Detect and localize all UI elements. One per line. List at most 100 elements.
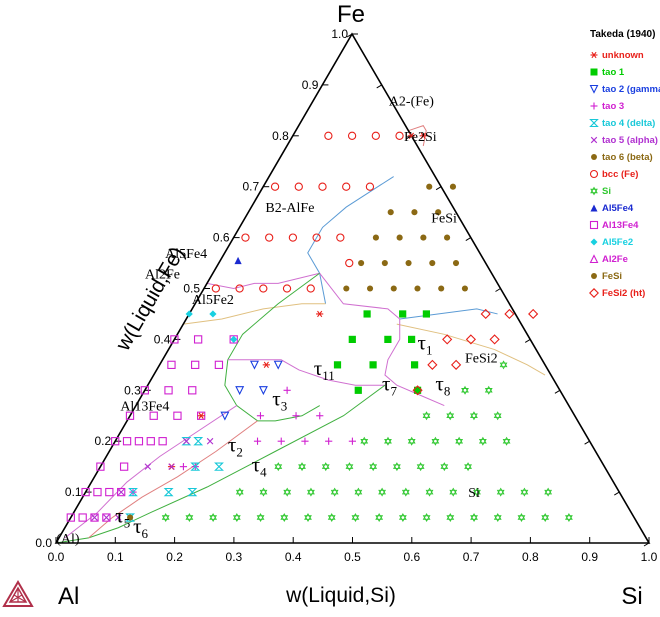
region-label: A2-(Fe) (389, 94, 434, 109)
bottom-tick-label: 1.0 (641, 550, 658, 564)
data-point (93, 487, 102, 497)
data-point (446, 513, 455, 523)
bottom-tick-label: 0.5 (344, 550, 361, 564)
left-tick-label: 0.4 (154, 332, 171, 346)
legend-item-label: unknown (602, 50, 644, 61)
data-point (517, 513, 526, 523)
region-label: Al5Fe4 (165, 247, 207, 262)
data-point (325, 437, 333, 445)
data-point (306, 284, 315, 293)
tau-label: τ3 (272, 387, 287, 414)
phase-boundary-line (183, 303, 326, 325)
bottom-tick-label: 0.9 (581, 550, 598, 564)
data-point (470, 411, 478, 421)
left-tick-label: 0.0 (35, 536, 52, 550)
tau-label: τ5 (115, 504, 130, 531)
data-point (111, 437, 120, 446)
data-point (214, 360, 224, 369)
data-point (444, 234, 451, 241)
bottom-tick-label: 0.7 (463, 550, 480, 564)
data-point (274, 462, 283, 472)
data-point (414, 285, 421, 292)
data-point (565, 513, 573, 523)
legend-item-label: Al5Fe4 (602, 203, 634, 214)
tau-label: τ8 (435, 371, 450, 398)
data-point (342, 182, 351, 191)
right-tick (465, 237, 472, 242)
phase-boundary-line (206, 272, 320, 290)
apex-label-si: Si (621, 583, 642, 610)
data-point (258, 386, 268, 396)
data-point (438, 285, 445, 292)
bottom-tick-label: 0.1 (107, 550, 124, 564)
data-point (304, 513, 312, 523)
data-point (158, 437, 167, 446)
data-point (183, 437, 190, 445)
legend-item-label: tao 4 (delta) (602, 118, 655, 129)
data-point (387, 209, 394, 216)
data-point (390, 285, 397, 292)
data-point (163, 487, 174, 497)
data-point (105, 487, 114, 497)
legend-item-label: tao 1 (602, 67, 625, 78)
data-point (273, 360, 283, 370)
data-point (214, 462, 224, 471)
legend-marker (589, 288, 599, 298)
tau-label: τ7 (382, 371, 397, 398)
data-point (429, 259, 436, 267)
data-point (280, 513, 289, 523)
legend: Takeda (1940) unknown tao 1 tao 2 (gamma) t… (589, 29, 660, 299)
data-point (425, 487, 434, 497)
data-point (301, 437, 309, 445)
phase-boundary-line (64, 405, 238, 539)
data-point (422, 411, 431, 421)
bottom-tick-label: 0.8 (522, 550, 539, 564)
data-point (493, 513, 502, 523)
data-point (336, 233, 345, 242)
data-point (392, 462, 401, 472)
data-point (283, 487, 292, 497)
data-point (167, 360, 176, 369)
left-tick-label: 1.0 (331, 27, 348, 41)
data-point (435, 209, 442, 216)
legend-marker (590, 51, 598, 59)
legend-item-label: Si (602, 186, 611, 197)
data-point (149, 411, 158, 420)
thermo-calc-logo (2, 580, 34, 607)
phase-boundary-line (55, 384, 386, 544)
data-point (502, 436, 511, 446)
tick-marks: 0.0 0.1 0.1 0.2 0.2 0.3 0.3 0.4 0.4 0.5 0.5 0.6 0.6 0… (35, 27, 657, 564)
data-point (265, 233, 274, 242)
data-point (193, 437, 204, 446)
data-point (193, 335, 203, 344)
data-point (259, 284, 268, 293)
legend-marker (589, 169, 599, 179)
region-label: (Al) (56, 532, 80, 547)
legend-marker (589, 254, 599, 264)
legend-item-label: bcc (Fe) (602, 169, 638, 180)
data-point (384, 436, 392, 446)
bottom-tick-label: 0.4 (285, 550, 302, 564)
data-point (262, 361, 270, 369)
data-point (446, 411, 455, 421)
data-point (324, 131, 333, 140)
data-point (117, 487, 126, 497)
left-tick-label: 0.5 (183, 282, 200, 296)
data-point (528, 308, 539, 320)
legend-marker (590, 238, 598, 246)
data-point (431, 436, 440, 446)
data-point (185, 310, 193, 318)
data-point (496, 487, 505, 497)
data-point (499, 360, 508, 370)
legend-item-label: tao 6 (beta) (602, 152, 653, 163)
data-point (416, 462, 425, 472)
data-point (348, 437, 356, 445)
tau-label: τ11 (314, 356, 335, 383)
data-point (369, 462, 378, 472)
data-point (191, 360, 200, 369)
right-tick (554, 389, 561, 394)
data-point (371, 131, 380, 140)
data-point (354, 487, 363, 497)
data-point (442, 334, 453, 345)
left-tick-label: 0.8 (272, 129, 289, 143)
